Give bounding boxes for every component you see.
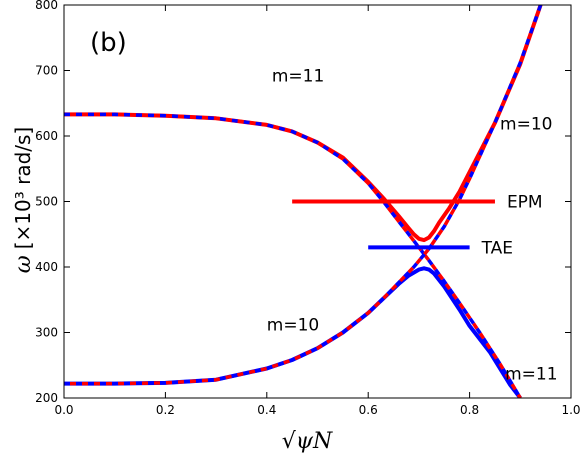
y-tick-label: 400 [35, 260, 58, 274]
hline-label-epm: EPM [507, 193, 543, 213]
x-tick-label: 0.8 [460, 403, 479, 417]
y-tick-label: 800 [35, 0, 58, 12]
y-tick-label: 300 [35, 326, 58, 340]
dash-red-segment [64, 112, 522, 398]
mode-annotation: m=10 [500, 114, 552, 134]
x-tick-label: 0.2 [156, 403, 175, 417]
y-tick-label: 700 [35, 64, 58, 78]
dash-red-segment [64, 5, 543, 386]
y-tick-label: 600 [35, 129, 58, 143]
dash-blue-segment [64, 112, 522, 398]
y-axis-label: ω [×10³ rad/s] [11, 127, 36, 273]
y-tick-label: 200 [35, 391, 58, 405]
series-line-dash-upper [64, 112, 522, 398]
y-axis-symbol: ω [11, 255, 36, 273]
x-axis-label: √ψN [282, 429, 333, 454]
mode-annotation: m=10 [267, 316, 319, 336]
annotations: m=11 m=10 m=10 m=11 [267, 67, 558, 385]
mode-annotation: m=11 [272, 67, 324, 87]
x-tick-label: 0.0 [54, 403, 73, 417]
mode-annotation: m=11 [505, 365, 557, 385]
y-axis-label-text: ω [×10³ rad/s] [11, 127, 36, 273]
hline-labels: EPM TAE [481, 193, 543, 259]
series-line-dash-lower [64, 5, 543, 386]
x-axis-label-text: √ψN [282, 429, 333, 454]
axis-ticks: 0.0 0.2 0.4 0.6 0.8 1.0 200 300 400 500 600 700 800 [35, 0, 580, 417]
panel-label: (b) [90, 28, 127, 58]
x-tick-label: 0.4 [257, 403, 276, 417]
plot-area [64, 5, 543, 398]
y-axis-unit: [×10³ rad/s] [11, 127, 35, 250]
dash-blue-segment [64, 5, 543, 386]
hline-label-tae: TAE [481, 238, 513, 258]
x-tick-label: 1.0 [561, 403, 580, 417]
x-tick-label: 0.6 [359, 403, 378, 417]
y-tick-label: 500 [35, 195, 58, 209]
series-line-solid-red [64, 5, 543, 243]
